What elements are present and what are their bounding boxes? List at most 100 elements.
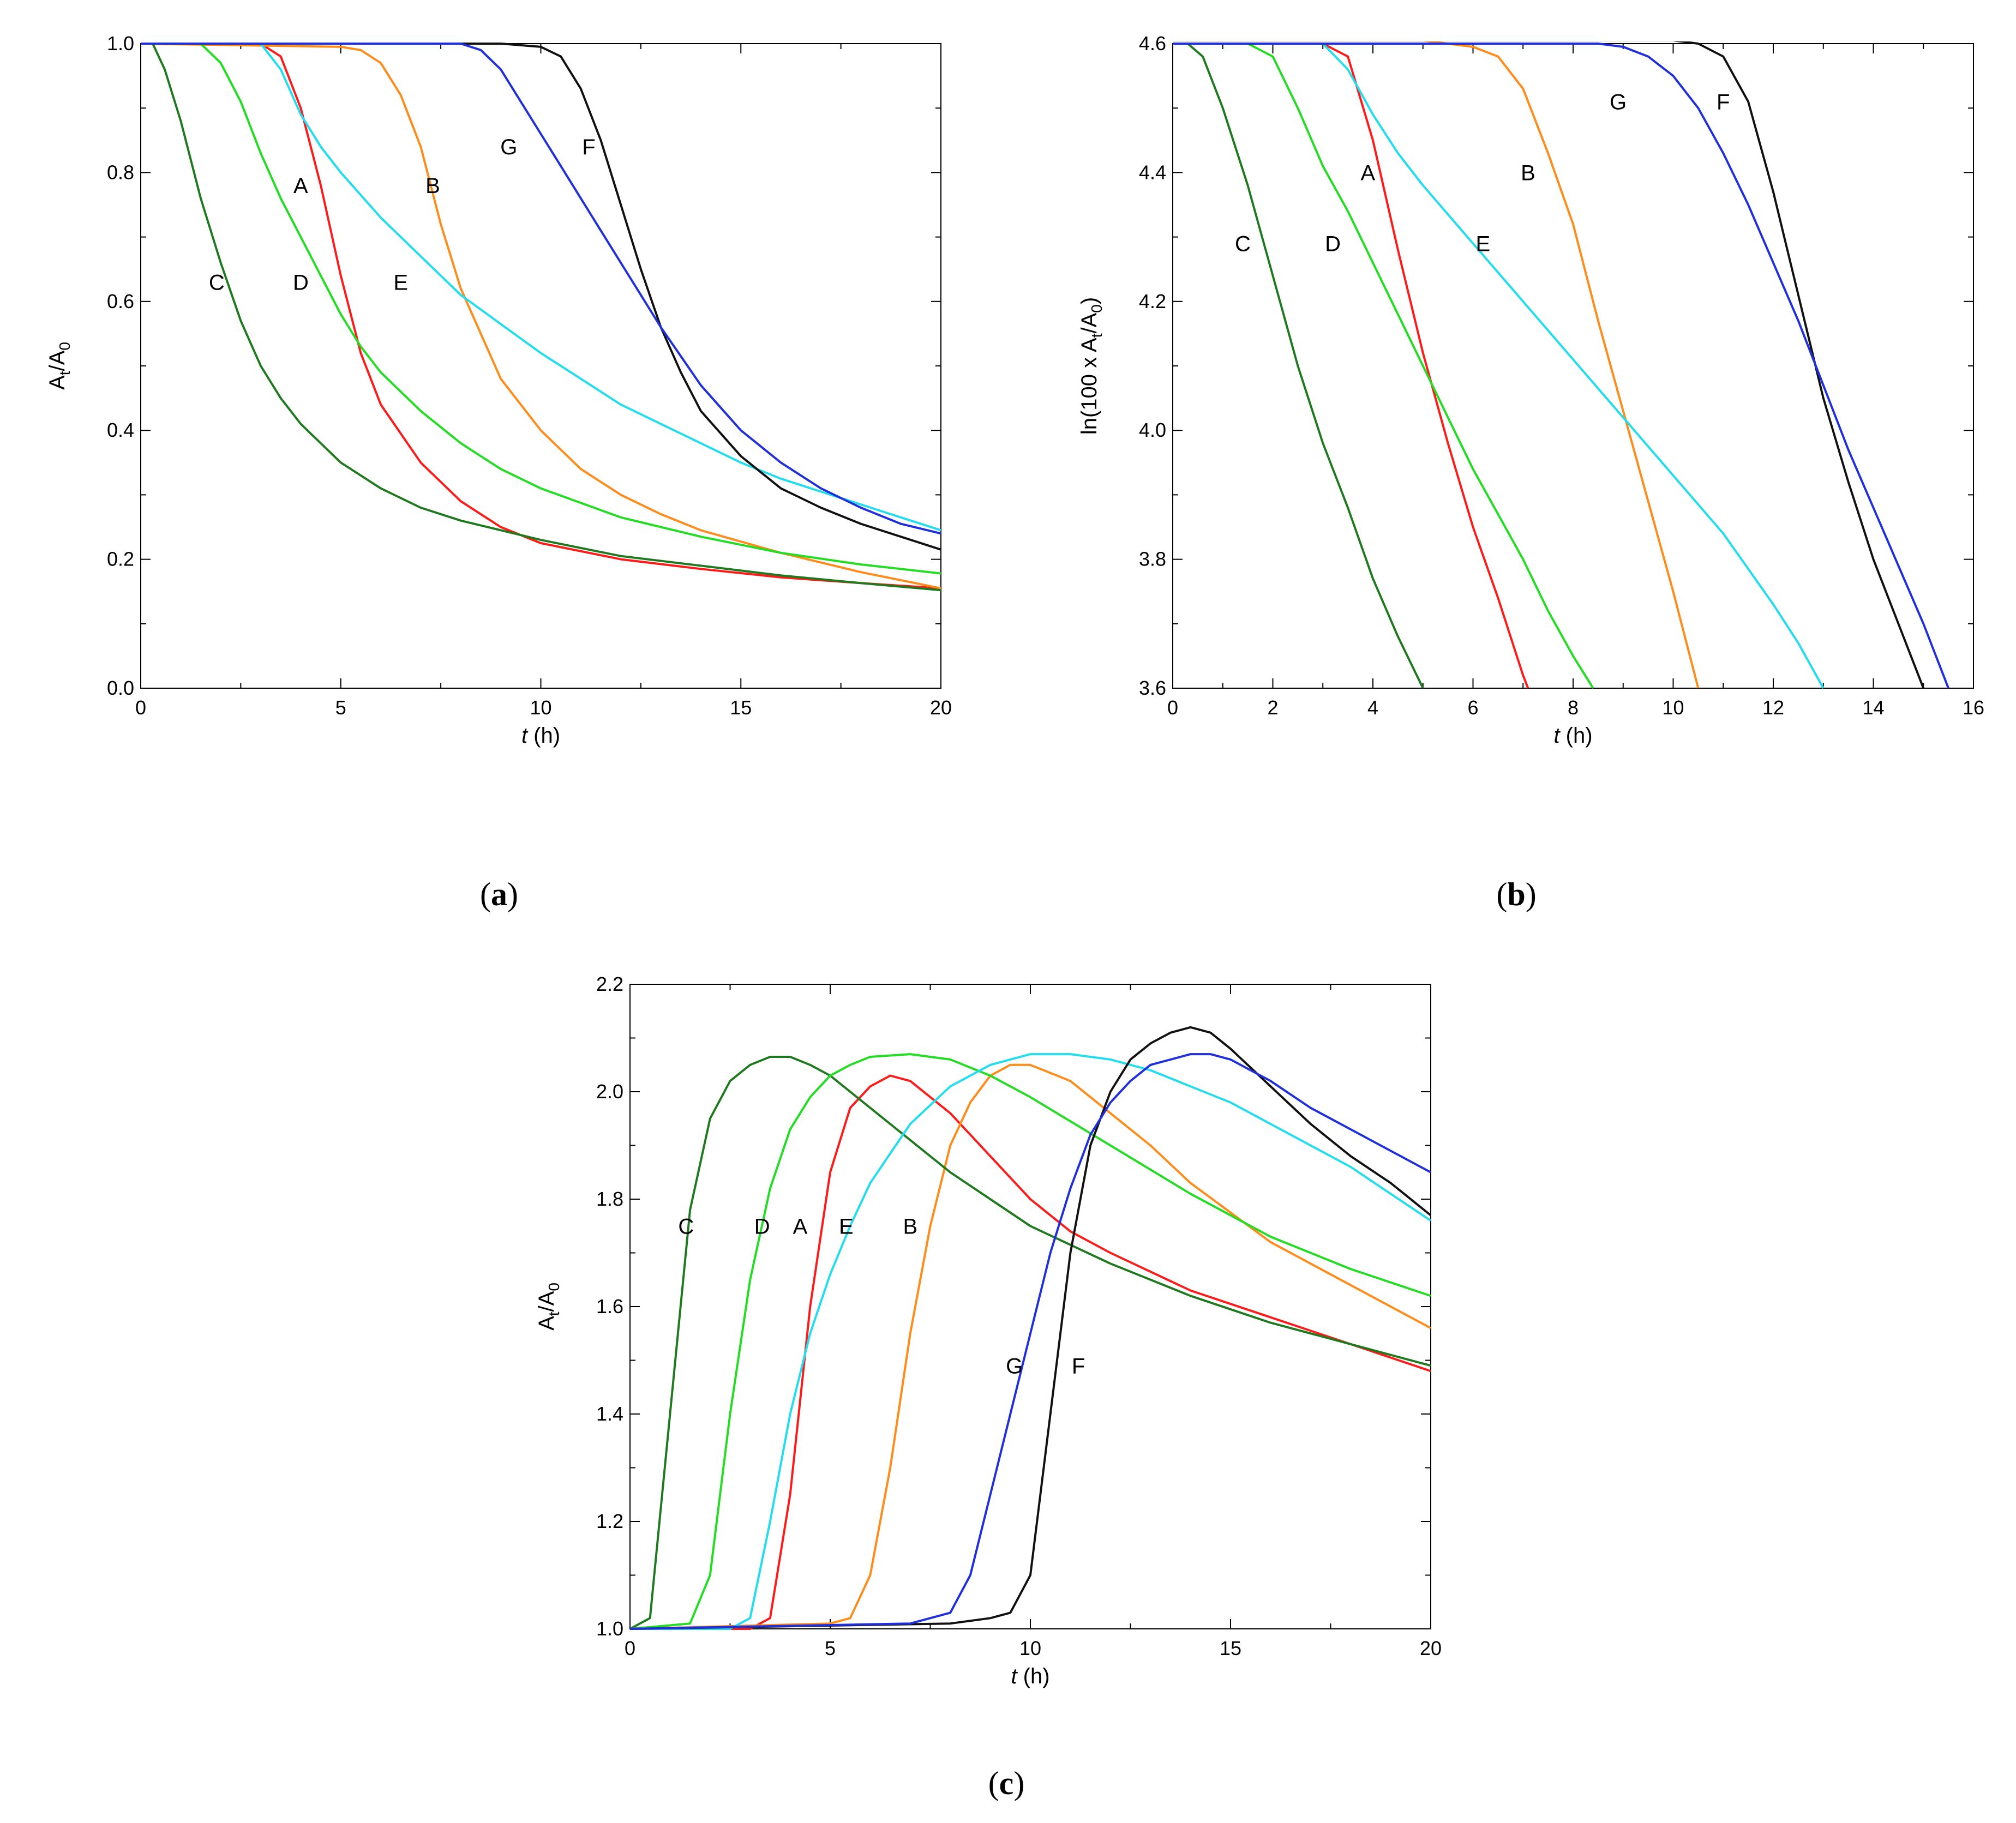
y-axis-title-mid: /A [45,350,69,371]
panel-caption-letter: c [999,1765,1014,1801]
y-axis-title-sub: 0 [1088,304,1105,313]
series-line-C [1173,43,1424,689]
y-tick-label: 4.6 [1139,32,1166,55]
series-line-E [630,1053,1431,1630]
x-tick-label: 15 [730,696,752,719]
y-tick-label: 0.6 [107,290,134,312]
y-axis-title: At/A0 [45,342,73,390]
panel-caption-open: ( [988,1765,999,1801]
x-axis-title: t (h) [1553,724,1592,748]
series-label-E: E [1476,232,1491,256]
panel-caption-letter: a [491,876,507,912]
y-axis-title-mid: /A [1077,312,1101,333]
y-axis-title-main: A [45,375,69,390]
panel-c: 0 5 10 15 201.01.21.41.61.82.02.2t (h)At/A0A… [535,973,1442,1801]
series-line-D [630,1053,1431,1630]
y-tick-label: 1.0 [107,32,134,55]
y-tick-label: 0.0 [107,677,134,699]
series-line-F [1173,41,1925,689]
y-tick-label: 4.0 [1139,419,1166,441]
series-line-B [630,1063,1431,1630]
y-tick-label: 3.8 [1139,548,1166,570]
series-line-G [141,43,941,535]
series-line-A [1173,43,1529,689]
x-tick-label: 10 [530,696,551,719]
series-label-E: E [839,1214,854,1238]
x-axis-var: t [521,724,529,748]
x-axis-var: t [1011,1664,1018,1688]
y-axis-title-sub: t [56,371,73,375]
panel-caption-close: ) [1526,876,1537,912]
panel-a: 0 5 10 15 200.00.20.40.60.81.0t (h)At/A0A BC D… [45,32,952,912]
series-label-G: G [1610,90,1627,114]
series-label-E: E [393,270,408,294]
y-axis-title-sub: 0 [545,1283,562,1291]
series-line-B [141,43,941,589]
x-tick-label: 2 [1267,696,1278,719]
y-axis-title-sub: t [1088,333,1105,338]
x-tick-label: 10 [1019,1637,1041,1659]
y-tick-label: 2.2 [596,973,623,995]
series-label-G: G [500,135,517,159]
y-tick-label: 1.0 [596,1617,623,1640]
series-label-B: B [903,1214,917,1238]
y-tick-label: 3.6 [1139,677,1166,699]
panel-caption: (c) [988,1765,1025,1801]
series-line-B [1173,41,1700,689]
x-tick-label: 14 [1862,696,1884,719]
series-line-G [1173,43,1949,689]
x-tick-label: 0 [625,1637,635,1659]
x-tick-label: 5 [825,1637,836,1659]
y-tick-label: 1.2 [596,1510,623,1532]
panel-caption: (a) [480,876,518,912]
series-line-F [141,43,941,551]
series-line-C [630,1056,1431,1630]
y-tick-label: 1.8 [596,1188,623,1210]
x-tick-label: 6 [1467,696,1478,719]
plot-frame [1172,43,1974,689]
x-axis-unit: (h) [1560,724,1593,748]
y-tick-label: 0.4 [107,419,134,441]
y-tick-label: 4.4 [1139,161,1166,183]
x-tick-label: 4 [1367,696,1378,719]
y-axis-title-sub: 0 [56,342,73,351]
series-label-F: F [582,135,595,159]
series-label-D: D [293,270,309,294]
y-axis-title-tail: ) [1077,297,1101,304]
series-line-A [630,1074,1431,1630]
x-tick-label: 10 [1662,696,1684,719]
series-line-F [630,1026,1431,1630]
series-label-D: D [754,1214,770,1238]
x-axis-var: t [1553,724,1561,748]
series-line-D [1173,43,1594,689]
series-line-C [141,43,941,592]
panel-caption-close: ) [1013,1765,1024,1801]
y-axis-title-main: ln(100 x A [1077,338,1101,435]
x-tick-label: 16 [1963,696,1984,719]
x-axis-title: t (h) [1011,1664,1049,1688]
y-tick-label: 1.6 [596,1295,623,1317]
series-line-A [141,43,941,589]
series-label-A: A [793,1214,808,1238]
series-label-C: C [678,1214,694,1238]
panel-b: 0 2 4 6 8 10 12 14 16 3.6 3.8 4.0 4.2 4.4 4.6 t (h) ln(1… [1077,32,1984,912]
y-tick-label: 1.4 [596,1403,623,1425]
y-axis-title-main: A [535,1316,559,1331]
y-tick-label: 0.2 [107,548,134,570]
y-tick-label: 2.0 [596,1080,623,1103]
series-label-A: A [1360,161,1375,185]
series-label-F: F [1072,1354,1085,1378]
y-axis-title-sub: t [545,1311,562,1316]
y-tick-label: 4.2 [1139,290,1166,312]
x-tick-label: 0 [1167,696,1178,719]
x-tick-label: 20 [930,696,952,719]
x-tick-label: 5 [335,696,346,719]
series-label-G: G [1006,1354,1023,1378]
series-label-C: C [209,270,225,294]
series-label-F: F [1717,90,1730,114]
series-label-C: C [1235,232,1251,256]
panel-caption-letter: b [1507,876,1525,912]
panel-caption-open: ( [480,876,491,912]
x-tick-label: 15 [1220,1637,1241,1659]
